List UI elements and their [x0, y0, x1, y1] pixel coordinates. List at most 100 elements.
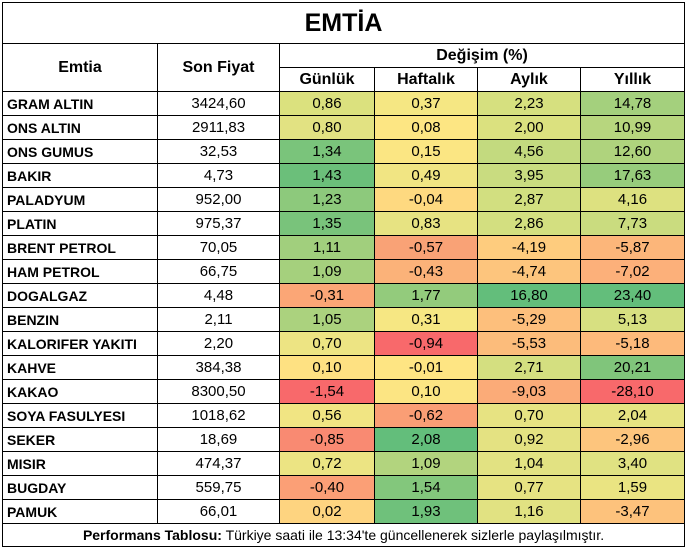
- daily-change-cell: 0,10: [279, 355, 375, 380]
- yearly-change-cell: 17,63: [579, 163, 686, 188]
- weekly-change-cell: 2,08: [374, 427, 478, 452]
- daily-change-cell: 1,05: [279, 307, 375, 332]
- yearly-change-cell: 7,73: [579, 211, 686, 236]
- yearly-change-cell: 10,99: [579, 115, 686, 140]
- table-row: BRENT PETROL 70,05 1,11 -0,57 -4,19 -5,8…: [2, 235, 686, 260]
- commodity-name-cell: ONS ALTIN: [2, 115, 158, 140]
- monthly-change-cell: 2,23: [477, 91, 581, 116]
- monthly-change-cell: 2,86: [477, 211, 581, 236]
- weekly-change-cell: 0,10: [374, 379, 478, 404]
- yearly-change-cell: -5,18: [579, 331, 686, 356]
- yearly-change-cell: 12,60: [579, 139, 686, 164]
- yearly-change-cell: 5,13: [579, 307, 686, 332]
- last-price-cell: 2,11: [157, 307, 280, 332]
- header-weekly: Haftalık: [374, 67, 478, 92]
- daily-change-cell: 0,72: [279, 451, 375, 476]
- table-row: PLATIN 975,37 1,35 0,83 2,86 7,73: [2, 211, 686, 236]
- commodity-name-cell: DOGALGAZ: [2, 283, 158, 308]
- monthly-change-cell: -9,03: [477, 379, 581, 404]
- monthly-change-cell: -5,53: [477, 331, 581, 356]
- yearly-change-cell: -7,02: [579, 259, 686, 284]
- yearly-change-cell: 14,78: [579, 91, 686, 116]
- weekly-change-cell: 0,49: [374, 163, 478, 188]
- last-price-cell: 66,75: [157, 259, 280, 284]
- monthly-change-cell: 0,92: [477, 427, 581, 452]
- monthly-change-cell: 2,87: [477, 187, 581, 212]
- table-row: HAM PETROL 66,75 1,09 -0,43 -4,74 -7,02: [2, 259, 686, 284]
- footer-label: Performans Tablosu:: [82, 527, 222, 543]
- commodity-name-cell: BAKIR: [2, 163, 158, 188]
- yearly-change-cell: -28,10: [579, 379, 686, 404]
- weekly-change-cell: -0,94: [374, 331, 478, 356]
- footer-text: Türkiye saati ile 13:34'te güncellenerek…: [221, 527, 605, 543]
- yearly-change-cell: 3,40: [579, 451, 686, 476]
- last-price-cell: 384,38: [157, 355, 280, 380]
- commodity-name-cell: BUGDAY: [2, 475, 158, 500]
- weekly-change-cell: 0,31: [374, 307, 478, 332]
- daily-change-cell: -0,85: [279, 427, 375, 452]
- weekly-change-cell: -0,57: [374, 235, 478, 260]
- daily-change-cell: 1,43: [279, 163, 375, 188]
- weekly-change-cell: 0,83: [374, 211, 478, 236]
- last-price-cell: 4,73: [157, 163, 280, 188]
- daily-change-cell: -1,54: [279, 379, 375, 404]
- commodity-name-cell: GRAM ALTIN: [2, 91, 158, 116]
- weekly-change-cell: -0,01: [374, 355, 478, 380]
- header-daily: Günlük: [279, 67, 375, 92]
- last-price-cell: 70,05: [157, 235, 280, 260]
- weekly-change-cell: 1,93: [374, 499, 478, 524]
- header-last-price: Son Fiyat: [157, 43, 280, 92]
- last-price-cell: 2911,83: [157, 115, 280, 140]
- last-price-cell: 4,48: [157, 283, 280, 308]
- weekly-change-cell: 1,09: [374, 451, 478, 476]
- table-row: ONS GUMUS 32,53 1,34 0,15 4,56 12,60: [2, 139, 686, 164]
- table-row: MISIR 474,37 0,72 1,09 1,04 3,40: [2, 451, 686, 476]
- weekly-change-cell: -0,62: [374, 403, 478, 428]
- table-title: EMTİA: [1, 2, 686, 44]
- daily-change-cell: 1,11: [279, 235, 375, 260]
- daily-change-cell: 0,80: [279, 115, 375, 140]
- monthly-change-cell: -4,74: [477, 259, 581, 284]
- commodity-name-cell: KALORIFER YAKITI: [2, 331, 158, 356]
- weekly-change-cell: -0,04: [374, 187, 478, 212]
- daily-change-cell: 1,09: [279, 259, 375, 284]
- commodity-name-cell: BENZIN: [2, 307, 158, 332]
- last-price-cell: 975,37: [157, 211, 280, 236]
- weekly-change-cell: 1,54: [374, 475, 478, 500]
- last-price-cell: 66,01: [157, 499, 280, 524]
- yearly-change-cell: 20,21: [579, 355, 686, 380]
- weekly-change-cell: 0,08: [374, 115, 478, 140]
- yearly-change-cell: 23,40: [579, 283, 686, 308]
- commodity-name-cell: PLATIN: [2, 211, 158, 236]
- daily-change-cell: -0,31: [279, 283, 375, 308]
- table-row: BAKIR 4,73 1,43 0,49 3,95 17,63: [2, 163, 686, 188]
- daily-change-cell: 1,35: [279, 211, 375, 236]
- last-price-cell: 1018,62: [157, 403, 280, 428]
- yearly-change-cell: 1,59: [579, 475, 686, 500]
- last-price-cell: 2,20: [157, 331, 280, 356]
- commodity-name-cell: PAMUK: [2, 499, 158, 524]
- weekly-change-cell: -0,43: [374, 259, 478, 284]
- table-row: BENZIN 2,11 1,05 0,31 -5,29 5,13: [2, 307, 686, 332]
- commodity-name-cell: MISIR: [2, 451, 158, 476]
- table-row: KAKAO 8300,50 -1,54 0,10 -9,03 -28,10: [2, 379, 686, 404]
- daily-change-cell: 0,56: [279, 403, 375, 428]
- daily-change-cell: 0,02: [279, 499, 375, 524]
- table-row: PAMUK 66,01 0,02 1,93 1,16 -3,47: [2, 499, 686, 524]
- header-monthly: Aylık: [477, 67, 581, 92]
- table-body: GRAM ALTIN 3424,60 0,86 0,37 2,23 14,78 …: [2, 91, 686, 524]
- monthly-change-cell: 0,70: [477, 403, 581, 428]
- table-row: GRAM ALTIN 3424,60 0,86 0,37 2,23 14,78: [2, 91, 686, 116]
- weekly-change-cell: 0,15: [374, 139, 478, 164]
- yearly-change-cell: -2,96: [579, 427, 686, 452]
- daily-change-cell: 1,34: [279, 139, 375, 164]
- commodity-name-cell: BRENT PETROL: [2, 235, 158, 260]
- commodity-name-cell: PALADYUM: [2, 187, 158, 212]
- table-footer: Performans Tablosu: Türkiye saati ile 13…: [1, 523, 686, 547]
- weekly-change-cell: 0,37: [374, 91, 478, 116]
- last-price-cell: 474,37: [157, 451, 280, 476]
- daily-change-cell: -0,40: [279, 475, 375, 500]
- monthly-change-cell: 16,80: [477, 283, 581, 308]
- commodity-name-cell: SOYA FASULYESI: [2, 403, 158, 428]
